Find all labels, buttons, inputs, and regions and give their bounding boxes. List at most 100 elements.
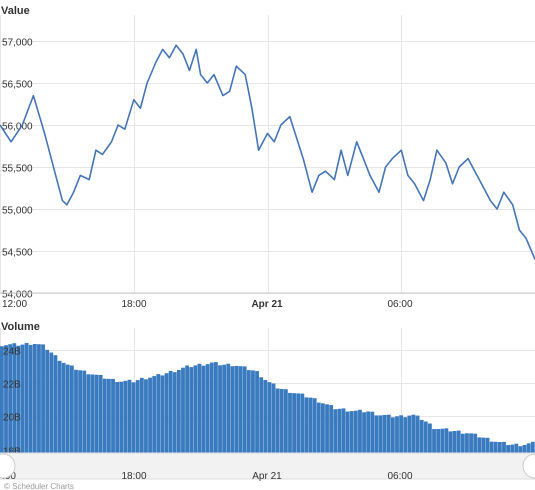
volume-bar — [98, 375, 103, 453]
volume-bar — [8, 344, 13, 453]
volume-bar — [353, 410, 358, 453]
volume-bar — [378, 415, 383, 453]
volume-bar — [329, 405, 334, 453]
volume-bar — [226, 363, 231, 453]
x-tick-label: 06:00 — [387, 471, 412, 482]
volume-bar — [497, 442, 502, 453]
y-tick-label: 57,000 — [2, 38, 33, 49]
volume-bar — [279, 389, 284, 453]
volume-bar — [366, 411, 371, 453]
volume-bar — [90, 374, 95, 453]
volume-y-tick-labels: 18B 20B 22B 24B — [3, 347, 21, 458]
volume-bar — [16, 345, 21, 453]
volume-bar — [205, 364, 210, 453]
x-tick-label: 18:00 — [121, 299, 146, 310]
x-tick-label: 06:00 — [387, 299, 412, 310]
volume-bar — [419, 419, 424, 453]
volume-bar — [362, 412, 366, 453]
volume-bar — [308, 397, 313, 453]
volume-bar — [283, 389, 288, 453]
volume-bar — [465, 433, 469, 453]
navigator-strip — [0, 452, 535, 480]
volume-bar — [345, 411, 350, 453]
volume-bar — [164, 373, 169, 453]
volume-bar — [251, 370, 255, 453]
value-gridlines — [0, 15, 535, 294]
volume-bar — [45, 349, 50, 453]
volume-bar — [172, 372, 177, 453]
volume-bar — [382, 415, 387, 453]
volume-bar — [148, 377, 152, 453]
volume-bar — [448, 431, 453, 453]
volume-bar — [304, 397, 309, 453]
volume-bar — [271, 383, 276, 453]
volume-bar — [41, 344, 45, 453]
volume-bar — [395, 416, 399, 453]
navigator-left-handle[interactable] — [0, 453, 16, 479]
volume-bar — [460, 433, 465, 453]
volume-bar — [514, 443, 519, 453]
volume-bar — [4, 345, 8, 453]
y-tick-label: 18B — [3, 447, 21, 458]
volume-bar — [428, 423, 432, 453]
volume-bar — [218, 365, 222, 453]
volume-bar — [49, 352, 54, 453]
volume-bar — [74, 369, 78, 453]
volume-bar — [156, 374, 161, 453]
volume-bar — [57, 360, 62, 453]
volume-bar — [115, 382, 120, 453]
volume-bar — [102, 378, 107, 453]
volume-bar — [61, 362, 66, 453]
volume-bar — [0, 346, 4, 453]
volume-bar — [242, 366, 247, 453]
volume-bar — [69, 365, 74, 453]
volume-bar — [176, 370, 181, 453]
y-tick-label: 55,000 — [2, 206, 33, 217]
x-tick-label: Apr 21 — [252, 471, 282, 482]
value-x-tick-labels: 12:00 18:00 Apr 21 06:00 — [2, 299, 413, 310]
volume-bar — [411, 414, 416, 453]
volume-bar — [135, 380, 140, 453]
volume-bar — [456, 430, 461, 453]
volume-bar — [259, 377, 264, 453]
x-tick-label: 18:00 — [121, 471, 146, 482]
volume-bar — [275, 388, 280, 453]
volume-bar — [263, 380, 268, 453]
volume-bar — [399, 415, 404, 453]
volume-bar — [37, 344, 41, 453]
volume-bar — [374, 415, 379, 453]
volume-bar — [493, 441, 498, 453]
value-series-line — [0, 44, 535, 260]
y-tick-label: 20B — [3, 413, 21, 424]
y-tick-label: 22B — [3, 380, 21, 391]
y-tick-label: 24B — [3, 347, 21, 358]
volume-bar — [152, 376, 157, 453]
volume-bar — [341, 408, 346, 453]
y-tick-label: 56,500 — [2, 80, 33, 91]
volume-bar — [489, 441, 494, 453]
navigator-right-handle[interactable] — [522, 453, 535, 479]
volume-bar — [119, 381, 124, 453]
volume-bar — [300, 393, 305, 453]
volume-bar — [111, 378, 115, 453]
volume-bar — [296, 393, 301, 453]
volume-bar — [288, 392, 292, 453]
volume-bar — [53, 355, 58, 453]
volume-bar — [127, 379, 132, 453]
volume-bar — [325, 404, 329, 453]
y-tick-label: 54,000 — [2, 290, 33, 301]
volume-bar — [181, 367, 185, 453]
volume-bar — [201, 365, 206, 453]
volume-bar — [144, 379, 148, 453]
volume-bar — [423, 421, 428, 453]
volume-bar — [444, 428, 449, 453]
volume-bar — [20, 344, 25, 453]
volume-bar — [477, 437, 482, 453]
volume-bar — [209, 362, 214, 453]
volume-bar — [94, 374, 99, 453]
volume-bar — [522, 445, 527, 453]
volume-bar — [510, 444, 515, 453]
volume-bar — [358, 409, 362, 453]
volume-bar — [312, 398, 317, 453]
